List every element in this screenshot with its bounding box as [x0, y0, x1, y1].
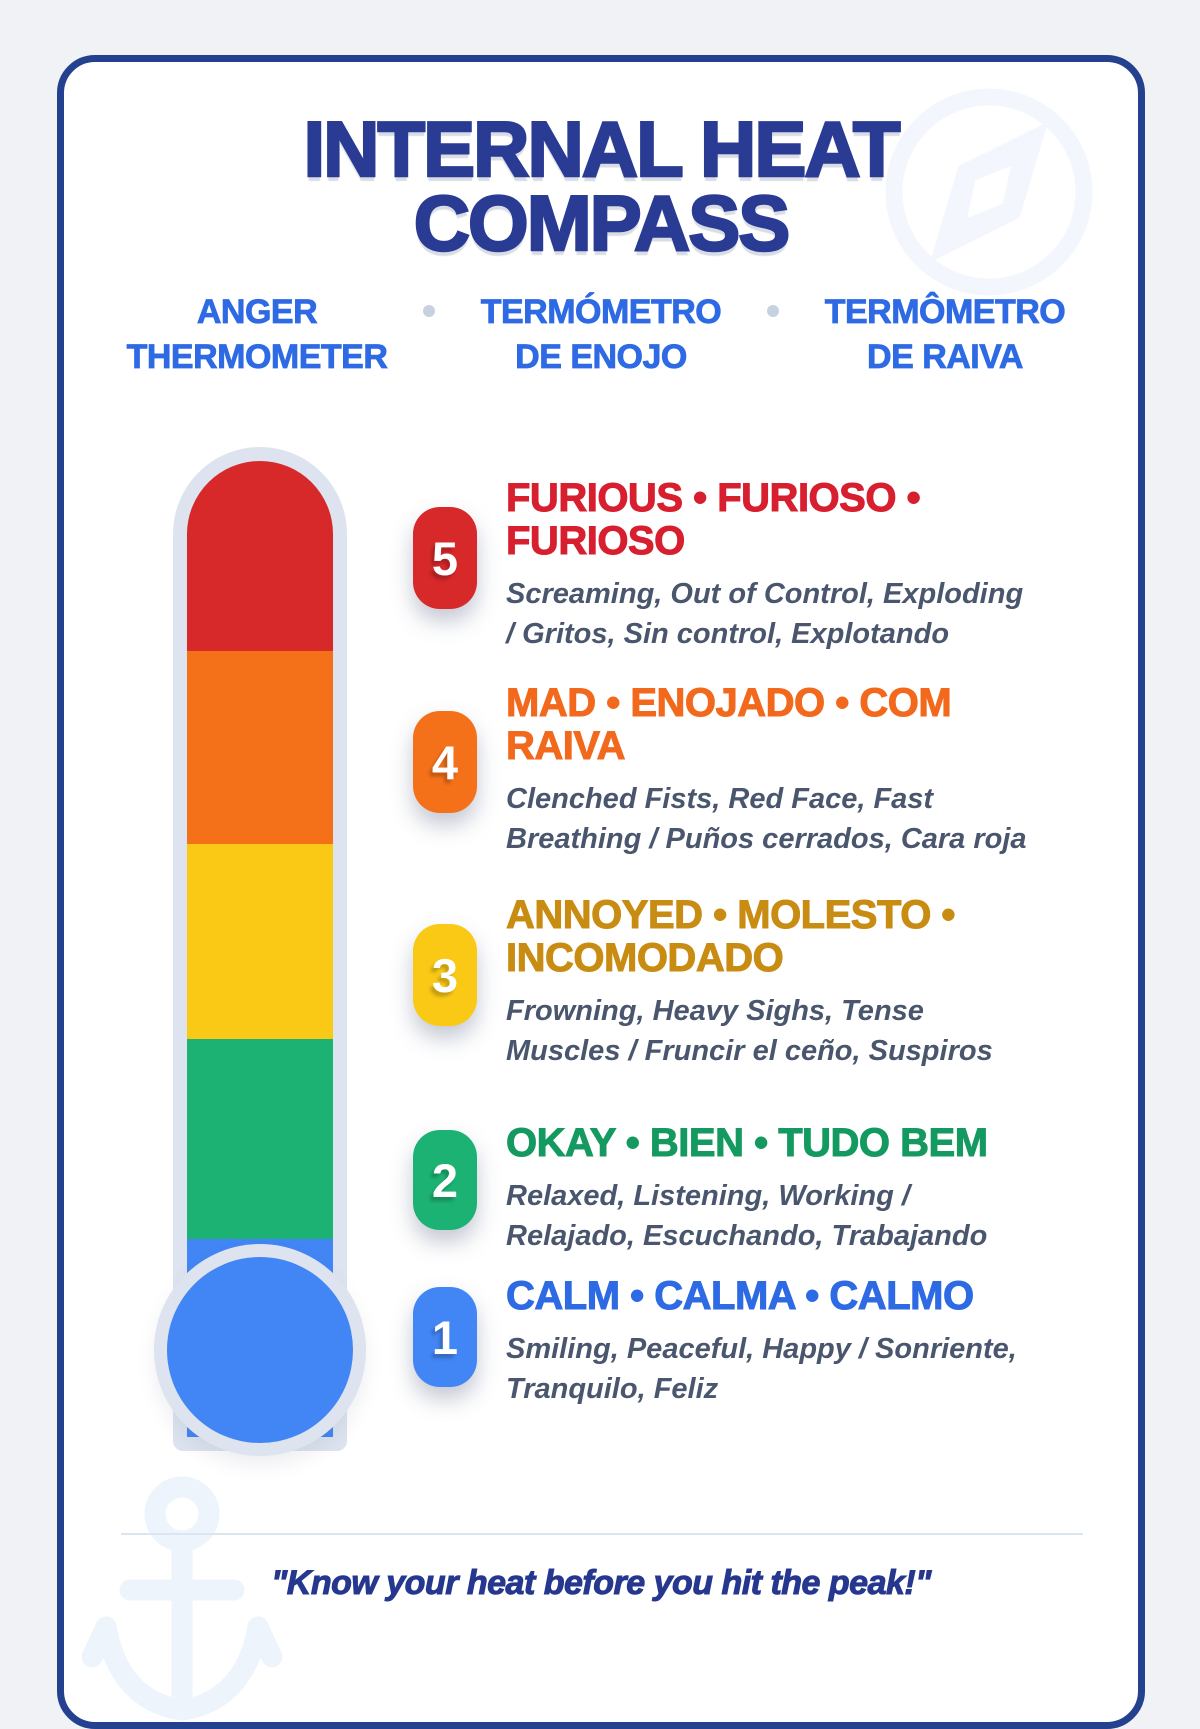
- subtitle-portuguese-line-1: TERMÔMETRO: [824, 293, 1066, 332]
- level-title: CALM • CALMA • CALMO: [506, 1274, 975, 1318]
- level-number: 3: [431, 948, 459, 1002]
- subtitle-spanish-line-1: TERMÓMETRO: [480, 293, 722, 332]
- subtitle-portuguese-line-2: DE RAIVA: [867, 337, 1024, 376]
- subtitle-spanish-line-2: DE ENOJO: [515, 337, 688, 376]
- level-badge-2: 2: [413, 1130, 477, 1230]
- subtitle-portuguese: TERMÔMETRO DE RAIVA: [795, 290, 1095, 380]
- level-badge-1: 1: [413, 1287, 477, 1387]
- thermometer-tube: [154, 447, 366, 1456]
- level-badge-4: 4: [413, 711, 477, 813]
- level-title: OKAY • BIEN • TUDO BEM: [506, 1121, 989, 1165]
- thermometer-segment-4: [187, 651, 333, 844]
- level-description: Clenched Fists, Red Face, Fast Breathing…: [506, 782, 1027, 856]
- level-row-3: 3 ANNOYED • MOLESTO • INCOMODADO Frownin…: [413, 893, 1073, 1072]
- level-description: Screaming, Out of Control, Exploding / G…: [506, 577, 1024, 651]
- separator-dot: [767, 305, 779, 317]
- thermometer-bulb: [167, 1257, 353, 1443]
- level-badge-3: 3: [413, 924, 477, 1026]
- level-description: Relaxed, Listening, Working / Relajado, …: [506, 1179, 988, 1253]
- level-title: ANNOYED • MOLESTO • INCOMODADO: [506, 893, 956, 980]
- thermometer-segment-5: [187, 461, 333, 651]
- level-badge-5: 5: [413, 507, 477, 609]
- level-row-4: 4 MAD • ENOJADO • COM RAIVA Clenched Fis…: [413, 681, 1073, 860]
- compass-watermark-icon: [885, 88, 1093, 296]
- thermometer-segment-2: [187, 1039, 333, 1239]
- subtitle-english: ANGER THERMOMETER: [107, 290, 407, 380]
- level-number: 2: [431, 1153, 459, 1207]
- subtitle-english-line-1: ANGER: [196, 293, 318, 332]
- infographic-card: INTERNAL HEAT COMPASS ANGER THERMOMETER …: [57, 55, 1145, 1729]
- thermometer-segment-3: [187, 844, 333, 1039]
- page-title: INTERNAL HEAT COMPASS: [64, 105, 1138, 268]
- level-number: 1: [431, 1310, 459, 1364]
- level-title: MAD • ENOJADO • COM RAIVA: [506, 681, 953, 768]
- level-title: FURIOUS • FURIOSO • FURIOSO: [506, 476, 922, 563]
- separator-dot: [423, 305, 435, 317]
- level-description: Smiling, Peaceful, Happy / Sonriente, Tr…: [506, 1332, 1017, 1406]
- subtitle-row: ANGER THERMOMETER TERMÓMETRO DE ENOJO TE…: [64, 290, 1138, 380]
- level-row-5: 5 FURIOUS • FURIOSO • FURIOSO Screaming,…: [413, 476, 1073, 655]
- level-number: 5: [431, 531, 459, 585]
- level-description: Frowning, Heavy Sighs, Tense Muscles / F…: [506, 994, 993, 1068]
- level-row-2: 2 OKAY • BIEN • TUDO BEM Relaxed, Listen…: [413, 1121, 1073, 1257]
- subtitle-english-line-2: THERMOMETER: [126, 337, 388, 376]
- level-number: 4: [431, 735, 459, 789]
- quote-text: "Know your heat before you hit the peak!…: [271, 1564, 932, 1603]
- level-row-1: 1 CALM • CALMA • CALMO Smiling, Peaceful…: [413, 1274, 1073, 1410]
- divider-line: [121, 1533, 1083, 1535]
- page-title-line-2: COMPASS: [412, 179, 791, 268]
- subtitle-spanish: TERMÓMETRO DE ENOJO: [451, 290, 751, 380]
- page-title-line-1: INTERNAL HEAT: [302, 105, 902, 193]
